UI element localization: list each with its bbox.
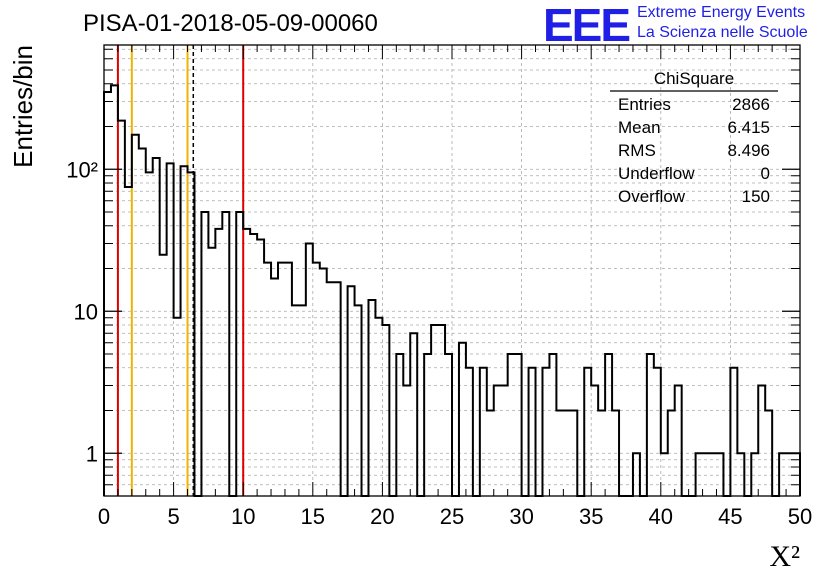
y-tick-label: 10² bbox=[66, 157, 98, 182]
x-tick-label: 45 bbox=[718, 504, 742, 529]
stats-value: 0 bbox=[761, 164, 770, 183]
x-tick-label: 50 bbox=[788, 504, 812, 529]
x-tick-label: 15 bbox=[301, 504, 325, 529]
stats-label: RMS bbox=[618, 141, 656, 160]
stats-value: 6.415 bbox=[727, 118, 770, 137]
chart-title: PISA-01-2018-05-09-00060 bbox=[83, 10, 378, 37]
x-tick-label: 5 bbox=[167, 504, 179, 529]
histogram-line bbox=[103, 84, 801, 497]
stats-label: Mean bbox=[618, 118, 661, 137]
x-tick-label: 35 bbox=[579, 504, 603, 529]
stats-label: Overflow bbox=[618, 187, 686, 206]
x-tick-label: 30 bbox=[509, 504, 533, 529]
x-tick-label: 40 bbox=[649, 504, 673, 529]
stats-value: 8.496 bbox=[727, 141, 770, 160]
stats-value: 2866 bbox=[732, 95, 770, 114]
stats-box: ChiSquare Entries 2866 Mean 6.415 RMS 8.496 Und… bbox=[610, 69, 778, 206]
x-tick-label: 10 bbox=[231, 504, 255, 529]
y-tick-label: 10 bbox=[74, 299, 98, 324]
y-tick-labels: 1 10 10² bbox=[66, 157, 98, 466]
y-axis-label: Entries/bin bbox=[8, 45, 38, 168]
y-tick-label: 1 bbox=[86, 441, 98, 466]
x-tick-labels: 0 5 10 15 20 25 30 35 40 45 50 bbox=[98, 504, 812, 529]
stats-label: Underflow bbox=[618, 164, 695, 183]
stats-value: 150 bbox=[742, 187, 770, 206]
x-tick-label: 0 bbox=[98, 504, 110, 529]
eee-logo: EEE bbox=[543, 0, 631, 51]
x-tick-label: 25 bbox=[440, 504, 464, 529]
x-tick-label: 20 bbox=[370, 504, 394, 529]
org-name-line2: La Scienza nelle Scuole bbox=[637, 24, 808, 41]
stats-title: ChiSquare bbox=[654, 69, 734, 88]
org-name-line1: Extreme Energy Events bbox=[637, 4, 806, 21]
axis-ticks bbox=[103, 45, 801, 496]
stats-label: Entries bbox=[618, 95, 671, 114]
x-axis-label: X² bbox=[769, 540, 800, 572]
histogram-bins bbox=[103, 84, 801, 497]
